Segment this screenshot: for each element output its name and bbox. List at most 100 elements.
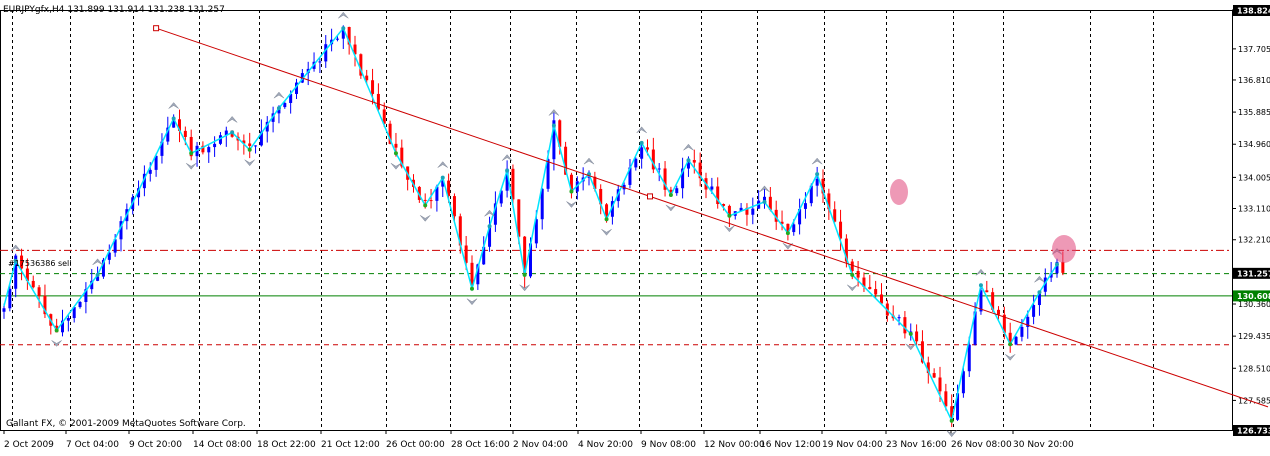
zigzag-pivot xyxy=(762,199,767,204)
candle-body xyxy=(686,160,690,169)
order-level-label: #17536386 sell xyxy=(8,259,72,268)
candle-body xyxy=(862,277,866,287)
candle-body xyxy=(31,280,35,288)
fractal-down-marker xyxy=(905,343,916,351)
candle-body xyxy=(903,317,907,334)
price-tag xyxy=(1233,290,1270,302)
candle-body xyxy=(224,130,228,136)
candle-body xyxy=(470,262,474,285)
zigzag-pivot xyxy=(440,175,445,180)
candle-body xyxy=(587,176,591,178)
candle-body xyxy=(347,26,351,45)
candle-body xyxy=(201,145,205,153)
candle-body xyxy=(716,186,720,205)
candle-body xyxy=(675,188,679,194)
candle-body xyxy=(248,143,252,146)
candle-body xyxy=(1061,261,1065,273)
fractal-down-marker xyxy=(724,225,735,233)
zigzag-pivot xyxy=(505,168,510,173)
candle-body xyxy=(113,239,117,253)
fractal-up-marker xyxy=(10,244,21,252)
fractal-up-marker xyxy=(338,11,349,19)
candle-body xyxy=(283,102,287,108)
y-tick-label: 133.110 xyxy=(1238,204,1270,213)
candle-body xyxy=(464,245,468,263)
candle-body xyxy=(189,136,193,157)
candle-body xyxy=(827,193,831,210)
price-tag-label: 131.257 xyxy=(1237,269,1270,278)
zigzag-pivot xyxy=(1037,290,1042,295)
zigzag-pivot xyxy=(569,189,574,194)
candle-body xyxy=(534,219,538,244)
candle-body xyxy=(1037,291,1041,306)
candle-body xyxy=(1032,305,1036,317)
candle-body xyxy=(259,131,263,146)
zigzag-pivot xyxy=(1008,342,1013,347)
candle-body xyxy=(265,121,269,132)
y-tick-label: 127.585 xyxy=(1238,396,1270,405)
candle-body xyxy=(997,309,1000,315)
candle-body xyxy=(628,167,632,185)
x-tick-label: 19 Nov 04:00 xyxy=(822,440,883,450)
fractal-up-marker xyxy=(168,102,179,109)
zigzag-pivot xyxy=(13,258,18,263)
fractal-down-marker xyxy=(847,284,858,292)
candle-body xyxy=(1055,261,1059,274)
candle-body xyxy=(809,185,813,204)
candle-body xyxy=(768,196,772,210)
candle-body xyxy=(722,204,726,206)
candle-body xyxy=(967,344,971,372)
candle-body xyxy=(1043,277,1047,292)
candle-body xyxy=(148,169,152,174)
candle-body xyxy=(634,158,638,168)
zigzag-pivot xyxy=(978,283,983,288)
zigzag-pivot xyxy=(54,328,59,333)
candle-body xyxy=(1014,336,1018,345)
fractal-down-marker xyxy=(665,204,677,212)
candle-body xyxy=(546,159,550,189)
candle-body xyxy=(289,93,293,103)
candle-body xyxy=(61,320,64,333)
candle-body xyxy=(569,174,573,192)
zigzag-pivot xyxy=(276,106,281,111)
candle-body xyxy=(154,155,158,170)
zigzag-pivot xyxy=(341,26,346,31)
candle-body xyxy=(166,127,170,142)
candle-body xyxy=(880,294,883,304)
header-symbol: EURJPYgfx,H4 xyxy=(3,5,65,15)
price-tag-label: 126.733 xyxy=(1237,427,1270,436)
fractal-up-marker xyxy=(92,258,103,266)
x-tick-label: 30 Nov 20:00 xyxy=(1013,440,1074,450)
candle-body xyxy=(254,145,258,147)
copyright-text: Gallant FX, © 2001-2009 MetaQuotes Softw… xyxy=(6,419,246,429)
candle-body xyxy=(944,391,948,407)
candle-body xyxy=(90,280,94,290)
fractal-up-marker xyxy=(975,268,987,276)
candle-body xyxy=(371,80,375,94)
zigzag-pivot xyxy=(247,147,252,152)
zigzag-pivot xyxy=(639,140,644,145)
candle-body xyxy=(552,120,556,160)
fractal-up-marker xyxy=(636,126,647,134)
candle-body xyxy=(447,180,451,197)
candle-body xyxy=(341,26,345,39)
candle-body xyxy=(786,223,790,233)
candle-body xyxy=(400,147,404,167)
zigzag-pivot xyxy=(393,151,398,156)
candle-body xyxy=(564,146,568,175)
fractal-up-marker xyxy=(437,161,448,168)
candle-body xyxy=(8,288,12,309)
candle-body xyxy=(932,373,936,378)
candle-body xyxy=(137,188,141,198)
y-tick-label: 137.705 xyxy=(1238,45,1270,54)
candle-body xyxy=(1020,326,1024,337)
y-tick-label: 130.360 xyxy=(1238,300,1270,309)
candle-body xyxy=(107,252,111,260)
x-tick-label: 26 Nov 08:00 xyxy=(951,440,1012,450)
candle-body xyxy=(657,168,661,170)
candle-body xyxy=(710,186,714,190)
zigzag-pivot xyxy=(668,192,673,197)
fractal-up-marker xyxy=(1034,275,1045,283)
